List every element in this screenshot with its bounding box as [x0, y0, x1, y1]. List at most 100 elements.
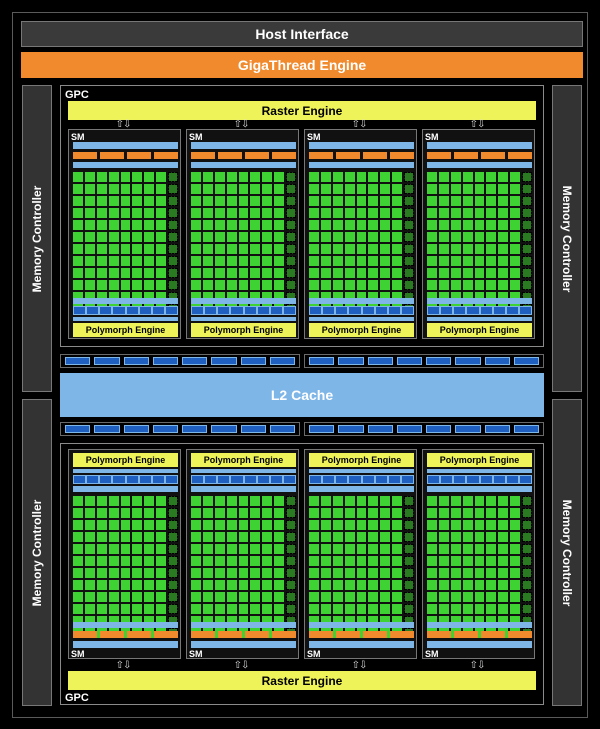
load-store-unit — [522, 604, 532, 614]
cuda-core — [132, 184, 143, 194]
cuda-core — [191, 580, 201, 590]
cuda-core — [438, 184, 449, 194]
cuda-core — [438, 556, 449, 566]
cuda-core — [450, 256, 461, 266]
cuda-core — [156, 268, 167, 278]
texture-unit — [375, 476, 387, 483]
texture-unit — [257, 476, 269, 483]
texture-unit — [323, 307, 335, 314]
cuda-core — [450, 496, 461, 506]
cuda-core — [356, 220, 367, 230]
cuda-core — [250, 520, 261, 530]
cuda-core — [438, 616, 449, 626]
cuda-core — [380, 496, 391, 506]
cuda-core — [96, 616, 107, 626]
cuda-core — [84, 184, 95, 194]
cuda-core — [202, 268, 213, 278]
sm-label: SM — [307, 649, 321, 659]
cuda-core — [450, 208, 461, 218]
cuda-core — [250, 232, 261, 242]
cuda-core — [262, 496, 273, 506]
cuda-core — [510, 556, 521, 566]
cuda-core — [344, 532, 355, 542]
texture-unit — [192, 476, 204, 483]
texture-unit — [401, 476, 413, 483]
cuda-core — [262, 508, 273, 518]
cuda-core — [356, 508, 367, 518]
load-store-unit — [404, 568, 414, 578]
cuda-core — [380, 280, 391, 290]
cuda-core — [320, 580, 331, 590]
cuda-core — [462, 220, 473, 230]
cuda-core — [427, 292, 437, 302]
cuda-core — [438, 508, 449, 518]
cuda-core — [450, 604, 461, 614]
cuda-core — [191, 532, 201, 542]
cuda-core — [214, 256, 225, 266]
texture-unit — [454, 476, 466, 483]
cuda-core — [108, 196, 119, 206]
cuda-core — [84, 532, 95, 542]
streaming-multiprocessor: Polymorph Engine SM — [186, 449, 299, 659]
cuda-core — [238, 196, 249, 206]
cuda-core — [214, 556, 225, 566]
cuda-core — [262, 616, 273, 626]
cuda-core — [344, 268, 355, 278]
cuda-core — [450, 292, 461, 302]
cuda-core — [510, 220, 521, 230]
cuda-core — [84, 592, 95, 602]
cuda-core — [320, 232, 331, 242]
load-store-unit — [286, 244, 296, 254]
cuda-core — [214, 232, 225, 242]
cuda-core — [156, 196, 167, 206]
cuda-core — [474, 556, 485, 566]
cuda-core — [380, 508, 391, 518]
load-store-unit — [286, 556, 296, 566]
cuda-core — [120, 544, 131, 554]
load-store-unit — [286, 184, 296, 194]
cuda-core — [250, 280, 261, 290]
texture-unit — [336, 307, 348, 314]
memory-block — [94, 425, 120, 433]
cuda-core — [191, 604, 201, 614]
cuda-core — [392, 268, 403, 278]
cuda-core — [450, 532, 461, 542]
cuda-core — [332, 208, 343, 218]
cuda-core — [368, 532, 379, 542]
memory-controller-bottom-left: Memory Controller — [22, 399, 52, 706]
cuda-core — [462, 268, 473, 278]
cuda-core-grid — [427, 496, 532, 638]
cuda-core — [214, 580, 225, 590]
cuda-core — [73, 592, 83, 602]
cuda-core — [238, 220, 249, 230]
cache-row — [427, 641, 532, 648]
cuda-core — [498, 544, 509, 554]
cuda-core — [274, 280, 285, 290]
cache-row — [73, 298, 178, 304]
texture-unit — [192, 307, 204, 314]
cuda-core — [108, 280, 119, 290]
cache-row — [73, 641, 178, 648]
cuda-core — [202, 568, 213, 578]
cuda-core — [320, 520, 331, 530]
load-store-unit — [404, 508, 414, 518]
cuda-core — [274, 616, 285, 626]
cuda-core — [332, 580, 343, 590]
cuda-core — [84, 232, 95, 242]
load-store-unit — [404, 220, 414, 230]
texture-unit — [126, 307, 138, 314]
gigathread-engine: GigaThread Engine — [21, 52, 583, 78]
cuda-core — [380, 520, 391, 530]
memory-block — [367, 425, 393, 433]
cuda-core — [438, 256, 449, 266]
cuda-core — [309, 172, 319, 182]
cuda-core — [96, 508, 107, 518]
cuda-core — [191, 232, 201, 242]
cuda-core — [250, 184, 261, 194]
cuda-core — [344, 244, 355, 254]
cuda-core — [427, 544, 437, 554]
cuda-core — [510, 232, 521, 242]
memory-block — [123, 357, 149, 365]
load-store-unit — [522, 580, 532, 590]
cuda-core — [438, 532, 449, 542]
